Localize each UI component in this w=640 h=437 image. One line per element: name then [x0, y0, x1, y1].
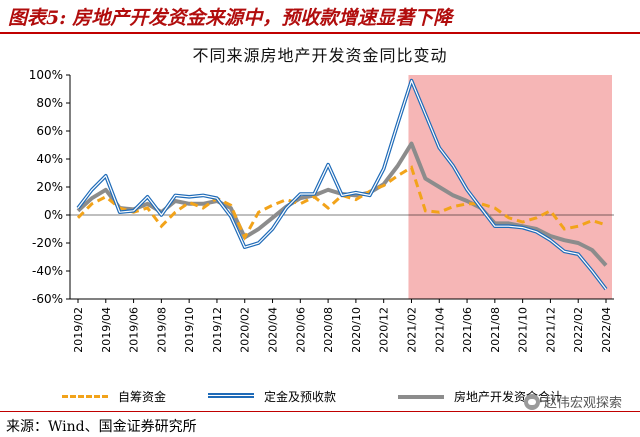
x-tick-label: 2019/06	[128, 307, 141, 353]
x-tick-label: 2022/02	[572, 307, 585, 353]
y-tick-label: 0%	[44, 208, 63, 222]
x-tick-label: 2020/10	[350, 307, 363, 353]
y-tick-label: 20%	[36, 180, 63, 194]
series-line-deposits-inner	[77, 80, 607, 290]
figure-label: 图表5:	[8, 7, 67, 29]
y-tick-label: -60%	[32, 292, 63, 306]
x-tick-label: 2021/04	[433, 307, 446, 353]
source-note: 来源：Wind、国金证券研究所	[0, 411, 640, 437]
legend-swatch-total	[398, 395, 444, 399]
y-tick-label: 40%	[36, 152, 63, 166]
series-line-self-raised	[76, 165, 607, 241]
y-tick-label: -40%	[32, 264, 63, 278]
figure-header: 图表5: 房地产开发资金来源中，预收款增速显著下降	[0, 0, 640, 34]
x-tick-label: 2019/12	[211, 307, 224, 353]
figure-title-text: 房地产开发资金来源中，预收款增速显著下降	[72, 7, 453, 29]
x-tick-label: 2019/10	[183, 307, 196, 353]
x-tick-label: 2019/08	[155, 307, 168, 353]
x-tick-label: 2020/08	[322, 307, 335, 353]
y-tick-label: 80%	[36, 96, 63, 110]
x-tick-label: 2021/12	[544, 307, 557, 353]
x-tick-label: 2020/12	[378, 307, 391, 353]
y-tick-label: 100%	[29, 68, 63, 82]
x-tick-label: 2020/04	[267, 307, 280, 353]
y-tick-label: -20%	[32, 236, 63, 250]
x-tick-label: 2021/06	[461, 307, 474, 353]
x-tick-label: 2021/02	[405, 307, 418, 353]
line-chart: -60% -40% -20% 0% 20% 40% 60% 80% 100% 2019/02 201…	[29, 68, 614, 353]
wechat-icon	[523, 393, 540, 410]
figure-title: 图表5: 房地产开发资金来源中，预收款增速显著下降	[8, 3, 452, 30]
legend-swatch-self-raised	[62, 395, 108, 398]
legend-swatch-deposits	[208, 393, 254, 398]
x-tick-label: 2020/06	[294, 307, 307, 353]
y-tick-label: 60%	[36, 124, 63, 138]
x-tick-label: 2019/02	[72, 307, 85, 353]
x-tick-label: 2022/04	[600, 307, 613, 353]
legend-label-self-raised: 自筹资金	[118, 390, 167, 404]
x-tick-label: 2021/10	[517, 307, 530, 353]
watermark-text: 赵伟宏观探索	[543, 396, 622, 411]
legend-label-deposits: 定金及预收款	[264, 390, 337, 404]
x-tick-label: 2020/02	[239, 307, 252, 353]
x-tick-label: 2021/08	[489, 307, 502, 353]
chart-title: 不同来源房地产开发资金同比变动	[192, 46, 448, 65]
x-tick-label: 2019/04	[100, 307, 113, 353]
watermark: 赵伟宏观探索	[523, 392, 622, 411]
